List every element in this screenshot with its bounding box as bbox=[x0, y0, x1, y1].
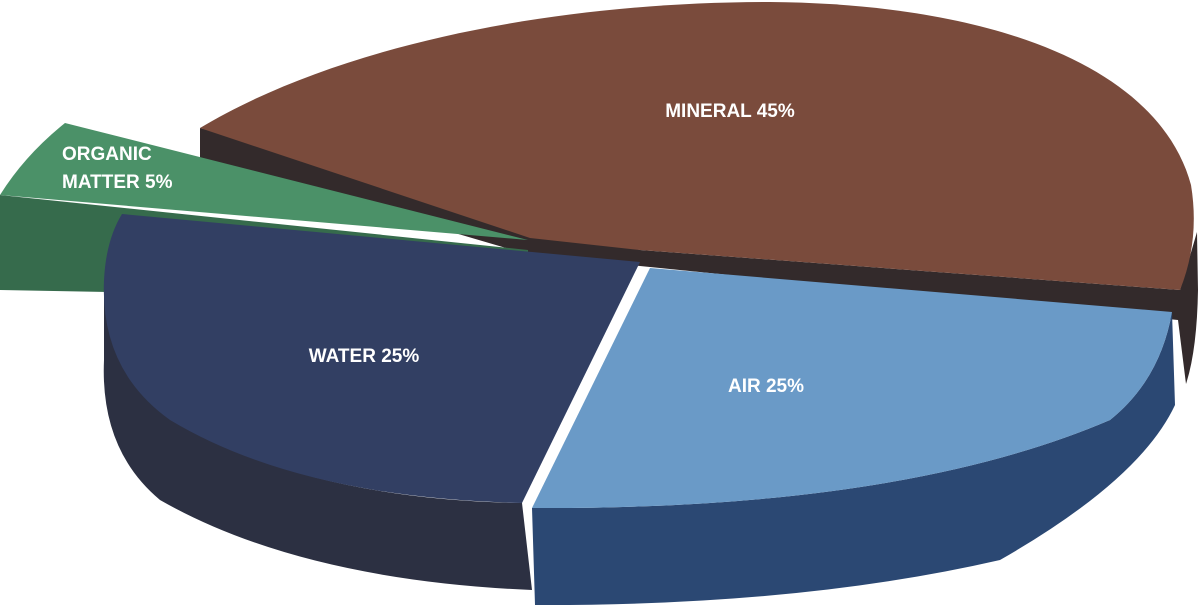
label-air: AIR 25% bbox=[728, 376, 804, 397]
slice-mineral-top bbox=[200, 2, 1194, 290]
label-water: WATER 25% bbox=[309, 346, 420, 367]
label-organic-matter-line-1: ORGANIC bbox=[62, 144, 152, 165]
slice-mineral-side bbox=[200, 128, 1198, 384]
slice-air-side bbox=[532, 312, 1175, 606]
slice-air bbox=[532, 268, 1175, 606]
slice-water-top bbox=[103, 214, 640, 503]
slice-air-top bbox=[532, 268, 1172, 509]
slice-organic-matter-top bbox=[0, 123, 528, 240]
label-organic-matter-line-2: MATTER 5% bbox=[62, 172, 173, 193]
label-mineral: MINERAL 45% bbox=[665, 101, 795, 122]
slice-water bbox=[103, 214, 640, 590]
slice-mineral bbox=[200, 2, 1198, 384]
slice-water-side bbox=[103, 280, 532, 590]
